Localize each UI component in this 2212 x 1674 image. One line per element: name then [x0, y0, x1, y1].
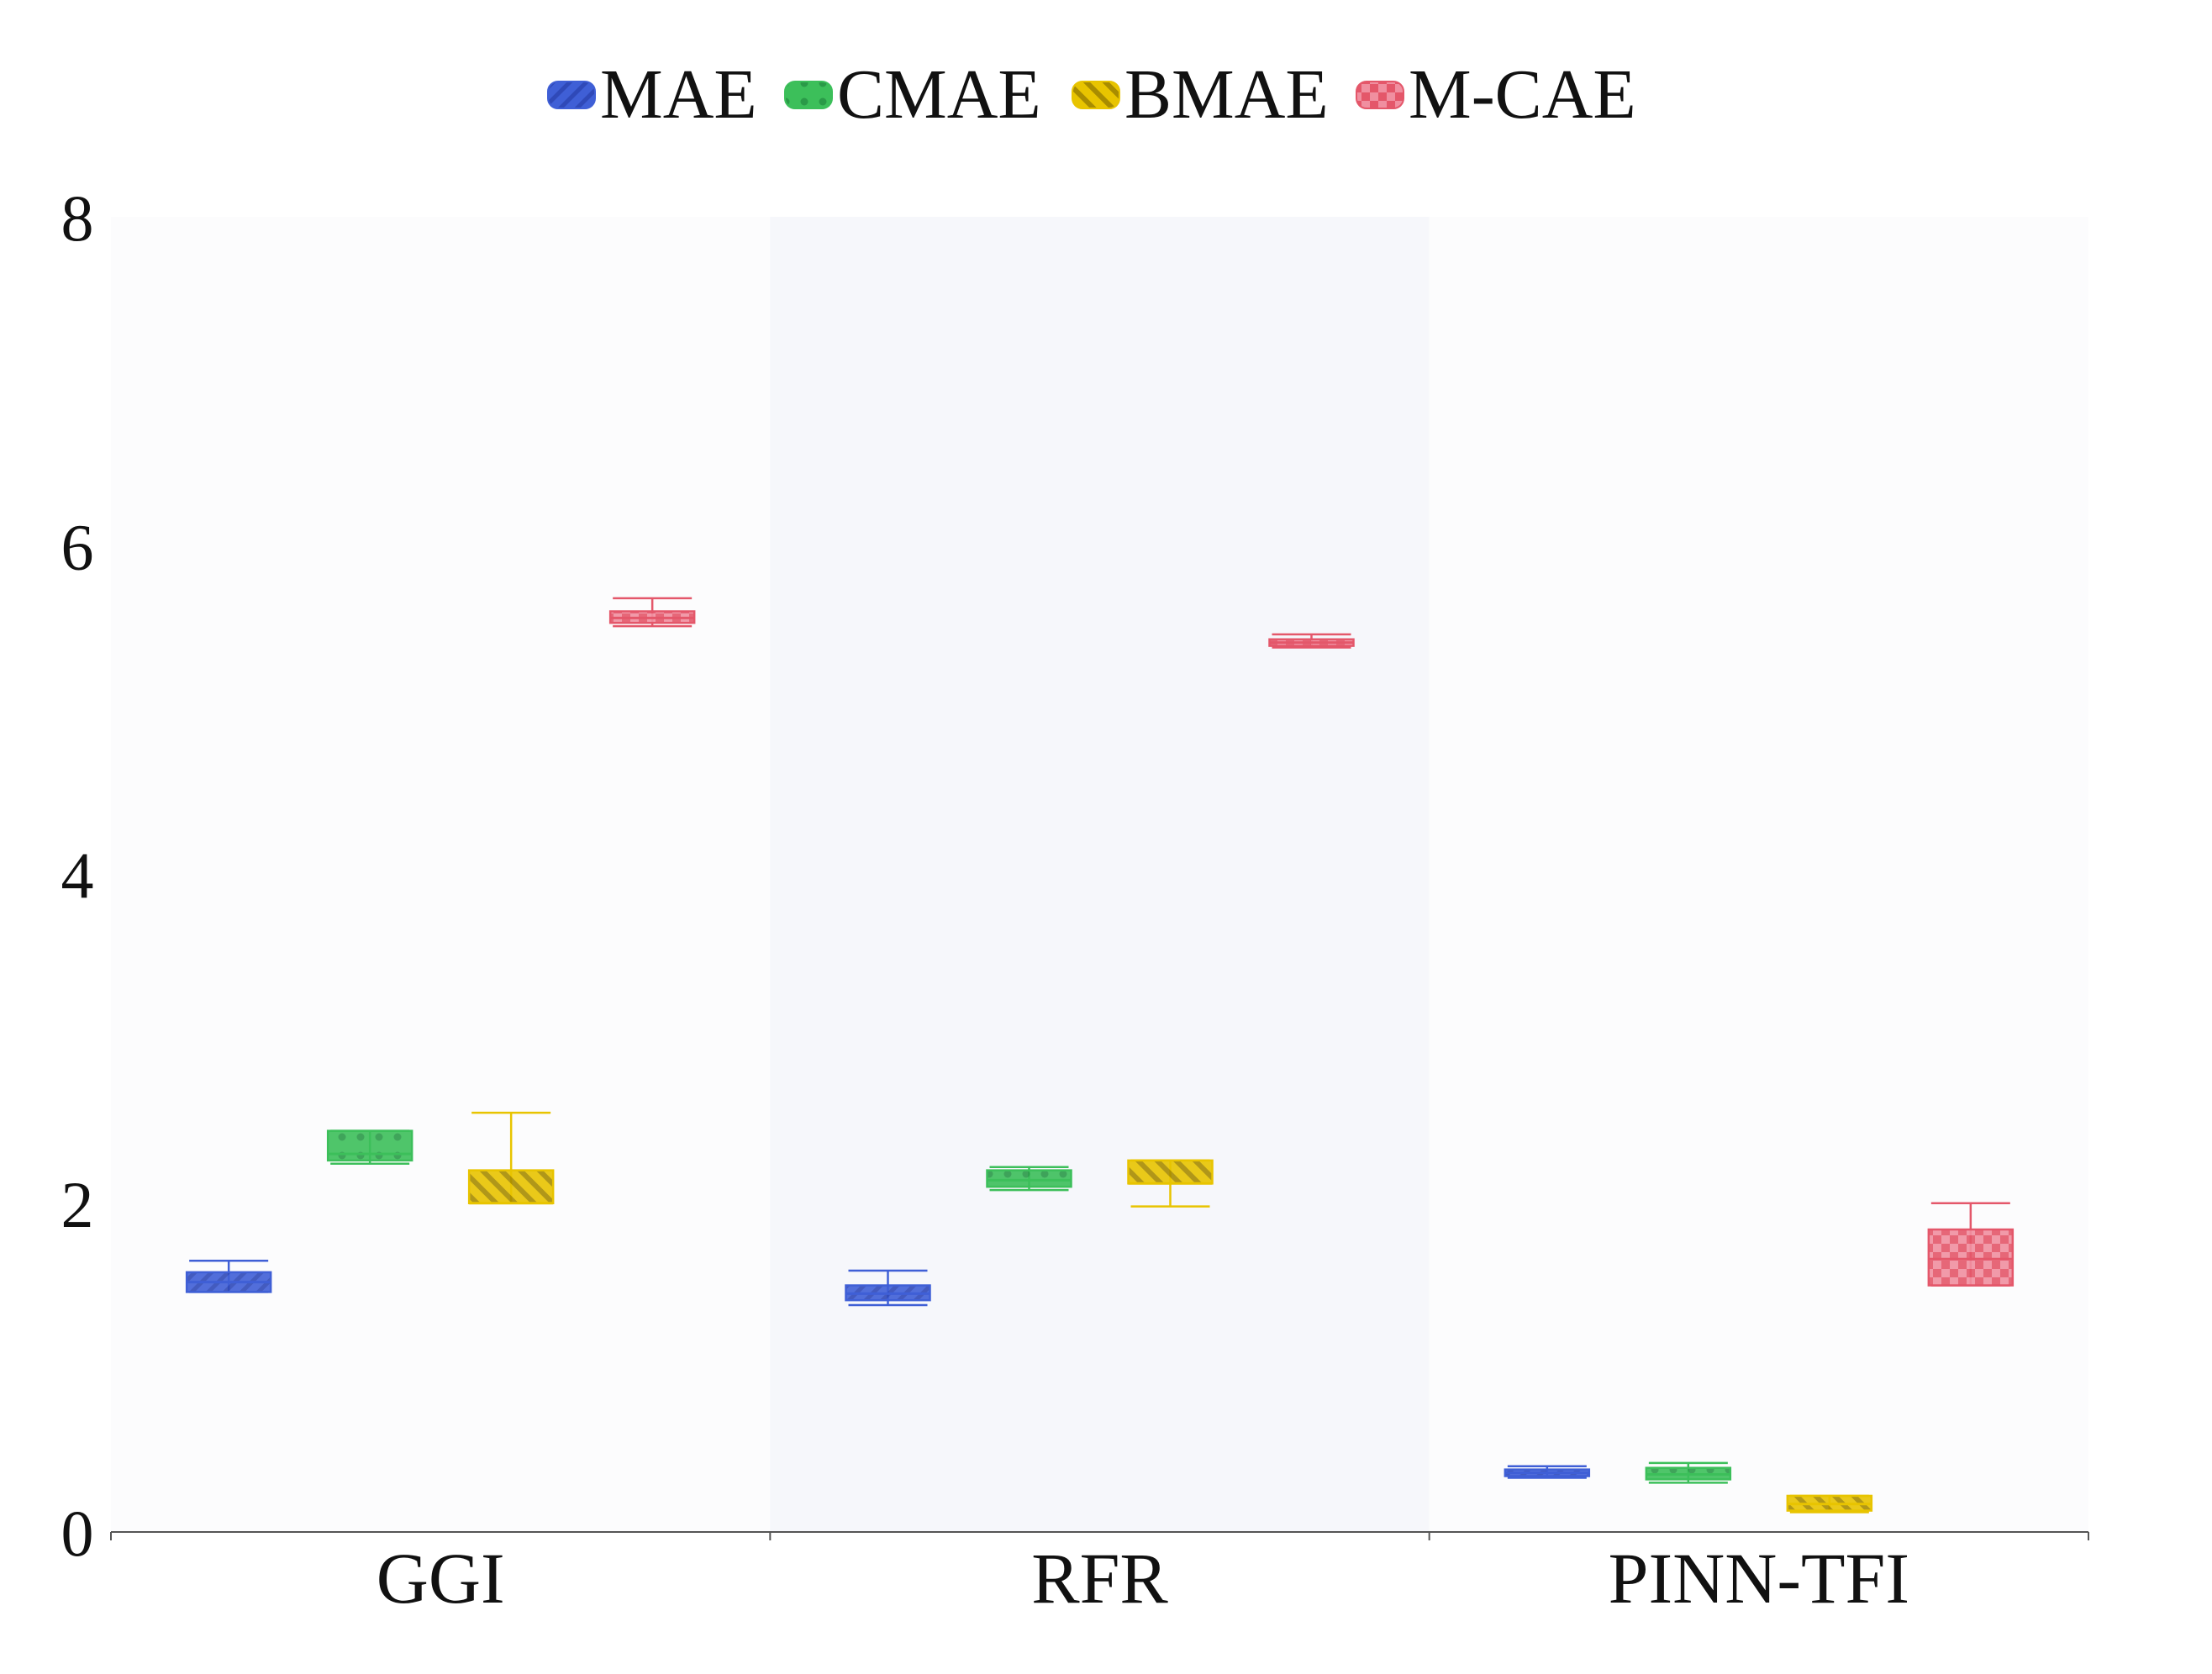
- legend-item-cmae: CMAE: [784, 55, 1041, 134]
- legend-label: M-CAE: [1409, 55, 1636, 134]
- box-cmae-pinn-tfi: [1645, 1461, 1732, 1484]
- box-m-cae-pinn-tfi: [1927, 1202, 2014, 1287]
- box-body: [326, 1129, 413, 1162]
- box-m-cae-rfr: [1268, 633, 1355, 649]
- box-bmae-ggi: [467, 1111, 555, 1205]
- legend-label: MAE: [600, 55, 757, 134]
- legend: MAE CMAE BMAE M-CAE: [547, 55, 1636, 134]
- box-m-cae-ggi: [608, 597, 696, 628]
- legend-item-bmae: BMAE: [1072, 55, 1329, 134]
- x-tick-label-ggi: GGI: [377, 1538, 505, 1619]
- box-bmae-pinn-tfi: [1786, 1494, 1873, 1513]
- box-body: [467, 1169, 555, 1204]
- category-band-pinn-tfi: [1429, 217, 2088, 1532]
- box-mae-pinn-tfi: [1504, 1465, 1591, 1479]
- box-cmae-ggi: [326, 1129, 413, 1166]
- y-tick-label: 6: [61, 510, 94, 583]
- box-mae-rfr: [845, 1269, 931, 1307]
- category-band-rfr: [770, 217, 1430, 1532]
- plot-area: [185, 597, 2014, 1513]
- legend-swatch: [547, 81, 596, 109]
- box-body: [1927, 1228, 2014, 1287]
- x-tick-label-pinn-tfi: PINN-TFI: [1609, 1538, 1909, 1619]
- box-body: [1127, 1159, 1214, 1185]
- category-bands: [111, 217, 2088, 1532]
- legend-item-m-cae: M-CAE: [1356, 55, 1636, 134]
- box-cmae-rfr: [986, 1166, 1072, 1192]
- x-axis: GGI RFR PINN-TFI: [110, 1531, 2089, 1619]
- y-tick-label: 0: [61, 1497, 94, 1570]
- x-tick-label-rfr: RFR: [1031, 1538, 1168, 1619]
- box-body: [986, 1169, 1072, 1188]
- legend-label: BMAE: [1124, 55, 1329, 134]
- legend-item-mae: MAE: [547, 55, 757, 134]
- legend-swatch: [1072, 81, 1120, 109]
- y-tick-label: 8: [61, 182, 94, 255]
- box-bmae-rfr: [1127, 1159, 1214, 1208]
- legend-label: CMAE: [837, 55, 1041, 134]
- legend-swatch: [784, 81, 833, 109]
- y-tick-label: 4: [61, 840, 94, 913]
- y-axis: 0 2 4 6 8: [61, 182, 94, 1570]
- category-band-ggi: [111, 217, 771, 1532]
- y-tick-label: 2: [61, 1168, 94, 1241]
- legend-swatch: [1356, 81, 1404, 109]
- box-mae-ggi: [185, 1259, 272, 1293]
